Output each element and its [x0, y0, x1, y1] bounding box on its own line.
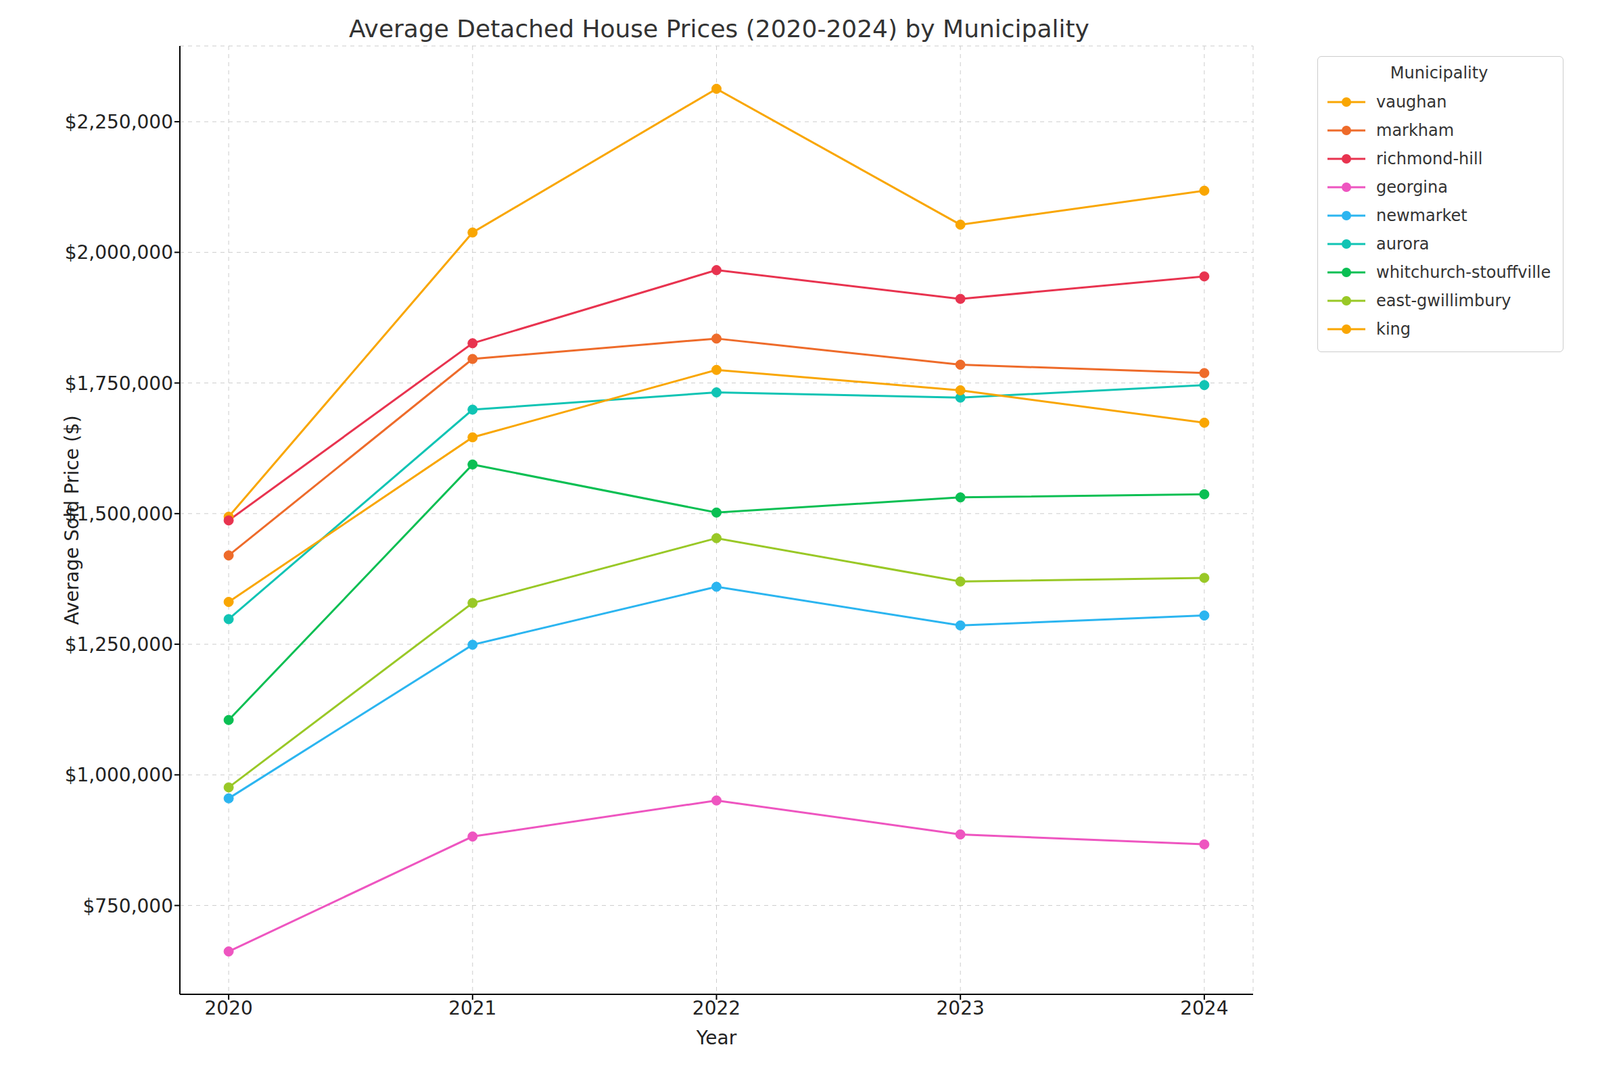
html-text:king: king — [1376, 319, 1411, 339]
html-text:east-gwillimbury: east-gwillimbury — [1376, 291, 1512, 311]
svg-text:2020: 2020 — [204, 997, 253, 1020]
html-text:newmarket: newmarket — [1376, 206, 1468, 226]
html-text:georgina: georgina — [1376, 177, 1448, 197]
svg-text:2022: 2022 — [692, 997, 741, 1020]
svg-text:Average Sold Price ($): Average Sold Price ($) — [60, 415, 84, 625]
svg-text:2021: 2021 — [448, 997, 497, 1020]
svg-text:2024: 2024 — [1180, 997, 1229, 1020]
html-text:whitchurch-stouffville: whitchurch-stouffville — [1376, 263, 1551, 282]
html-text:vaughan: vaughan — [1376, 92, 1447, 112]
svg-text:$2,000,000: $2,000,000 — [64, 241, 174, 264]
html-text:markham: markham — [1376, 121, 1455, 140]
html-text:aurora: aurora — [1376, 234, 1430, 254]
html-text:Average Detached House Prices: Average Detached House Prices (2020-2024… — [349, 14, 1090, 43]
svg-text:$1,000,000: $1,000,000 — [64, 764, 174, 787]
svg-text:2023: 2023 — [936, 997, 985, 1020]
html-text:Municipality: Municipality — [1390, 63, 1489, 83]
svg-text:Year: Year — [695, 1027, 738, 1050]
svg-text:$1,250,000: $1,250,000 — [64, 633, 174, 656]
svg-text:$1,500,000: $1,500,000 — [64, 502, 174, 526]
svg-text:$1,750,000: $1,750,000 — [64, 372, 174, 395]
svg-text:$750,000: $750,000 — [82, 895, 174, 918]
html-text:richmond-hill: richmond-hill — [1376, 149, 1483, 169]
svg-text:$2,250,000: $2,250,000 — [64, 110, 174, 134]
